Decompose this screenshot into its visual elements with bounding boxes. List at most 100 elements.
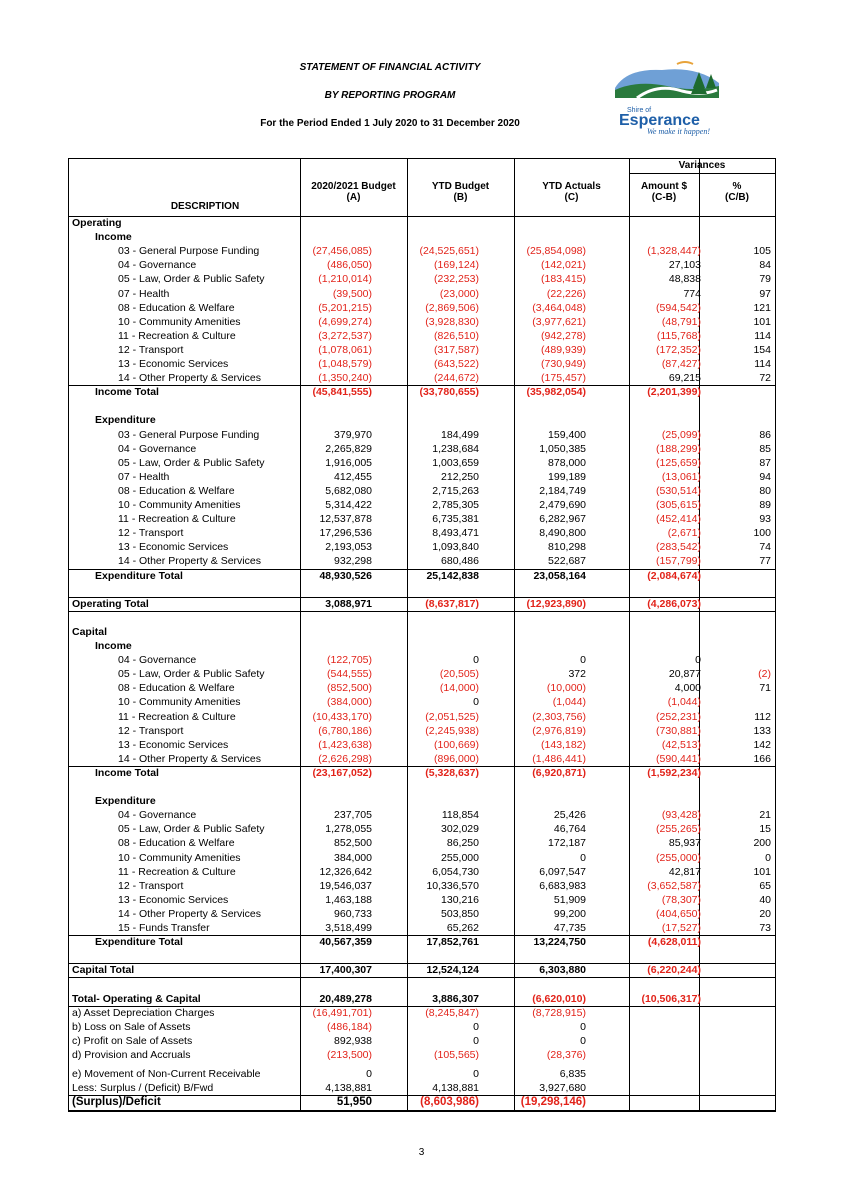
col-divider xyxy=(300,159,301,1111)
cell-value: 114 xyxy=(754,358,771,370)
cell-value: 3,518,499 xyxy=(325,922,372,934)
cell-value: 4,138,881 xyxy=(325,1082,372,1095)
cell-value: 5,314,422 xyxy=(325,499,372,511)
cell-value: 184,499 xyxy=(441,428,479,441)
cell-value: 3,088,971 xyxy=(325,597,372,610)
cell-value: (23,000) xyxy=(439,287,479,300)
cell-value: (213,500) xyxy=(327,1048,372,1061)
table-row: 08 - Education & Welfare (5,201,215) (2,86… xyxy=(69,301,775,315)
cell-value: 6,097,547 xyxy=(539,865,586,878)
table-row: Total- Operating & Capital 20,489,278 3,88… xyxy=(69,992,775,1006)
table-row xyxy=(69,399,775,413)
table-row: 05 - Law, Order & Public Safety 1,916,005… xyxy=(69,456,775,470)
cell-value: 142 xyxy=(753,738,771,751)
cell-value: (115,768) xyxy=(656,329,701,342)
table-row: 04 - Governance 237,705 118,854 25,426 (93,4… xyxy=(69,808,775,822)
cell-value: 0 xyxy=(580,654,586,667)
cell-value: (125,659) xyxy=(656,456,701,469)
row-label: Operating Total xyxy=(72,597,149,610)
cell-value: 71 xyxy=(759,682,771,695)
row-label: 12 - Transport xyxy=(118,527,184,540)
cell-value: 17,400,307 xyxy=(319,964,372,977)
cell-value: 0 xyxy=(580,1020,586,1033)
cell-value: (1,423,638) xyxy=(318,738,372,751)
cell-value: (305,615) xyxy=(656,499,701,511)
row-rule xyxy=(69,963,775,965)
cell-value: (20,505) xyxy=(439,668,479,681)
row-label: 08 - Education & Welfare xyxy=(118,837,235,850)
cell-value: (255,000) xyxy=(656,851,701,864)
cell-value: (22,226) xyxy=(546,287,586,300)
cell-value: (252,231) xyxy=(656,710,701,723)
cell-value: 99,200 xyxy=(553,907,586,920)
row-rule xyxy=(69,935,775,937)
table-row: 12 - Transport (6,780,186) (2,245,938) (2,9… xyxy=(69,724,775,738)
cell-value: (3,928,830) xyxy=(425,315,479,328)
cell-value: 932,298 xyxy=(334,555,372,568)
cell-value: (42,513) xyxy=(661,738,701,751)
cell-value: 774 xyxy=(683,287,701,300)
table-row: 14 - Other Property & Services (2,626,298… xyxy=(69,752,775,766)
row-label: 04 - Governance xyxy=(118,654,197,667)
cell-value: 810,298 xyxy=(548,541,586,554)
cell-value: 412,455 xyxy=(334,470,372,483)
cell-value: (1,210,014) xyxy=(318,273,372,286)
cell-value: 6,835 xyxy=(559,1068,586,1080)
cell-value: 47,735 xyxy=(553,922,586,934)
cell-value: 200 xyxy=(753,837,771,850)
cell-value: 89 xyxy=(759,499,771,511)
cell-value: 384,000 xyxy=(334,851,372,864)
page-number: 3 xyxy=(418,1147,425,1158)
cell-value: 8,490,800 xyxy=(539,527,586,540)
table-row xyxy=(69,977,775,991)
cell-value: (157,799) xyxy=(656,555,701,568)
amount-header: Amount $ (C-B) xyxy=(640,181,688,203)
cell-value: 0 xyxy=(473,654,479,667)
table-row: 14 - Other Property & Services (1,350,240… xyxy=(69,371,775,385)
cell-value: 1,463,188 xyxy=(325,893,372,906)
logo-graphic-icon: Shire of Esperance We make it happen! xyxy=(615,61,719,136)
cell-value: 503,850 xyxy=(441,907,479,920)
cell-value: (188,299) xyxy=(656,442,701,455)
cell-value: 2,184,749 xyxy=(539,484,586,497)
row-label: Expenditure Total xyxy=(95,936,183,949)
logo-line2: Esperance xyxy=(619,112,700,129)
row-label: Income xyxy=(95,640,132,652)
row-label: 05 - Law, Order & Public Safety xyxy=(118,273,265,286)
row-label: 10 - Community Amenities xyxy=(118,851,241,864)
cell-value: (2,084,674) xyxy=(647,569,701,582)
cell-value: 0 xyxy=(473,1020,479,1033)
cell-value: (10,000) xyxy=(546,682,586,695)
variances-header: Variances xyxy=(678,160,726,171)
cell-value: (27,456,085) xyxy=(312,245,372,258)
cell-value: (1,044) xyxy=(667,696,701,709)
row-label: 07 - Health xyxy=(118,470,170,483)
cell-value: (48,791) xyxy=(661,315,701,328)
cell-value: 86 xyxy=(759,428,771,441)
row-label: 10 - Community Amenities xyxy=(118,315,241,328)
row-label: 11 - Recreation & Culture xyxy=(118,710,236,723)
table-row: 12 - Transport 19,546,037 10,336,570 6,683,… xyxy=(69,879,775,893)
cell-value: (143,182) xyxy=(541,738,586,751)
table-row: Income Total (45,841,555) (33,780,655) (35,… xyxy=(69,385,775,399)
cell-value: (105,565) xyxy=(434,1048,479,1061)
cell-value: 40 xyxy=(759,893,771,906)
cell-value: 878,000 xyxy=(548,456,586,469)
cell-value: (169,124) xyxy=(434,259,479,272)
cell-value: 4,000 xyxy=(674,682,701,695)
cell-value: 960,733 xyxy=(334,907,372,920)
row-label: 13 - Economic Services xyxy=(118,541,229,554)
ytd-budget-header: YTD Budget (B) xyxy=(431,181,490,203)
cell-value: 6,054,730 xyxy=(432,865,479,878)
cell-value: (6,780,186) xyxy=(318,724,372,737)
row-label: 07 - Health xyxy=(118,287,170,300)
cell-value: 51,909 xyxy=(553,893,586,906)
table-row: e) Movement of Non-Current Receivable 0 0 6… xyxy=(69,1067,775,1081)
cell-value: 6,735,381 xyxy=(432,513,479,526)
table-row: 08 - Education & Welfare 5,682,080 2,715,2… xyxy=(69,484,775,498)
logo-tagline: We make it happen! xyxy=(647,127,710,136)
cell-value: 302,029 xyxy=(441,823,479,836)
row-label: Expenditure Total xyxy=(95,569,183,582)
table-row: Income Total (23,167,052) (5,328,637) (6,92… xyxy=(69,766,775,780)
table-row: 12 - Transport (1,078,061) (317,587) (489,9… xyxy=(69,343,775,357)
